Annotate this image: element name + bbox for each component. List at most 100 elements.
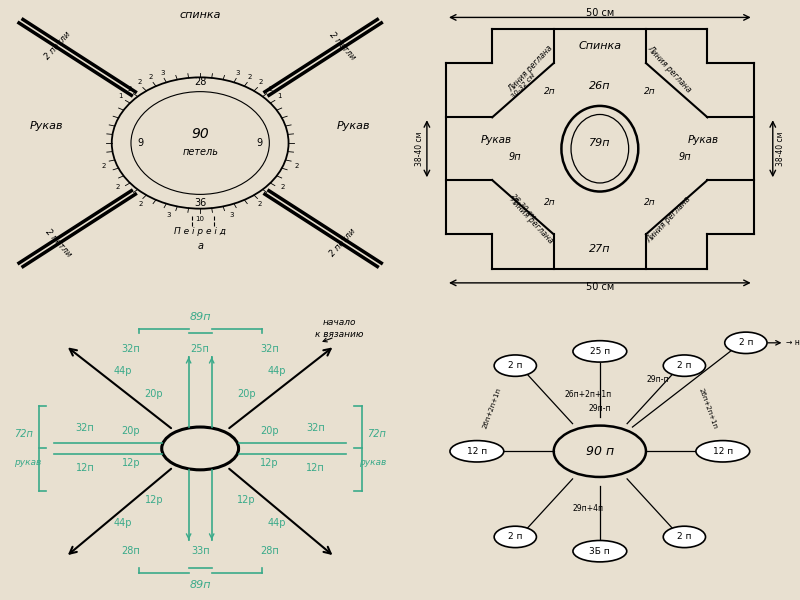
Text: 1: 1 xyxy=(118,93,123,99)
Text: 2 п: 2 п xyxy=(508,361,522,370)
Text: 12 п: 12 п xyxy=(466,447,487,456)
Text: 79п: 79п xyxy=(589,138,610,148)
Ellipse shape xyxy=(450,440,504,462)
Text: 12р: 12р xyxy=(260,458,278,467)
Text: 90: 90 xyxy=(191,127,209,142)
Text: 2 п: 2 п xyxy=(677,532,692,541)
Text: 44р: 44р xyxy=(268,518,286,527)
Text: 32п: 32п xyxy=(122,344,140,353)
Text: 12 п: 12 п xyxy=(713,447,733,456)
Text: 50 см: 50 см xyxy=(586,8,614,18)
Text: 38-40 см: 38-40 см xyxy=(776,131,785,166)
Text: рукав: рукав xyxy=(14,458,41,467)
Text: 50 см: 50 см xyxy=(586,282,614,292)
Text: 2: 2 xyxy=(280,184,285,190)
Text: петель: петель xyxy=(182,146,218,157)
Text: 9: 9 xyxy=(257,138,262,148)
Text: 2: 2 xyxy=(149,74,153,80)
Text: 12п: 12п xyxy=(306,463,325,473)
Text: 2 п: 2 п xyxy=(508,532,522,541)
Text: Спинка: Спинка xyxy=(578,41,622,51)
Text: 9п: 9п xyxy=(678,152,690,162)
Text: 90 п: 90 п xyxy=(586,445,614,458)
Text: а: а xyxy=(197,241,203,251)
Text: 2: 2 xyxy=(269,86,273,92)
Text: 25 п: 25 п xyxy=(590,347,610,356)
Text: 2п: 2п xyxy=(644,199,656,208)
Text: 28: 28 xyxy=(194,77,206,86)
Text: 2: 2 xyxy=(127,86,132,92)
Text: рукав: рукав xyxy=(359,458,386,467)
Text: 2: 2 xyxy=(258,79,263,85)
Ellipse shape xyxy=(573,541,626,562)
Text: 12п: 12п xyxy=(75,463,94,473)
Ellipse shape xyxy=(663,526,706,548)
Text: 26п+2п+1п: 26п+2п+1п xyxy=(698,387,718,430)
Text: 2 петли: 2 петли xyxy=(327,30,357,62)
Text: 10: 10 xyxy=(196,215,205,221)
Text: 44р: 44р xyxy=(114,367,133,376)
Text: 3: 3 xyxy=(230,212,234,218)
Text: 30-32 см: 30-32 см xyxy=(510,72,536,100)
Text: 27п: 27п xyxy=(589,244,610,254)
Text: 28п: 28п xyxy=(122,546,140,556)
Text: 89п: 89п xyxy=(190,580,211,590)
Text: 2: 2 xyxy=(258,201,262,207)
Text: 2п: 2п xyxy=(644,87,656,96)
Text: 38-40 см: 38-40 см xyxy=(414,131,424,166)
Ellipse shape xyxy=(494,526,537,548)
Text: → начало вязания: → начало вязания xyxy=(786,338,800,347)
Text: 26п+2п+1п: 26п+2п+1п xyxy=(482,387,502,430)
Text: Линия реглана: Линия реглана xyxy=(645,44,693,94)
Text: 20р: 20р xyxy=(237,389,255,399)
Text: Рукав: Рукав xyxy=(30,121,63,131)
Text: к вязанию: к вязанию xyxy=(315,330,364,339)
Text: Линия реглана: Линия реглана xyxy=(645,195,693,245)
Text: 3: 3 xyxy=(161,70,165,76)
Text: Рукав: Рукав xyxy=(481,135,512,145)
Text: 44р: 44р xyxy=(114,518,133,527)
Text: 2: 2 xyxy=(138,79,142,85)
Text: 25п: 25п xyxy=(190,344,210,353)
Text: 2: 2 xyxy=(295,163,299,169)
Text: 9п: 9п xyxy=(509,152,522,162)
Text: 20р: 20р xyxy=(260,427,278,436)
Text: 2: 2 xyxy=(101,163,106,169)
Text: 3: 3 xyxy=(235,70,240,76)
Text: 2 п: 2 п xyxy=(677,361,692,370)
Text: 1: 1 xyxy=(278,93,282,99)
Text: 29п-п: 29п-п xyxy=(646,376,669,385)
Text: 2: 2 xyxy=(138,201,142,207)
Text: 32п: 32п xyxy=(260,344,278,353)
Text: 44р: 44р xyxy=(268,367,286,376)
Text: 2 петли: 2 петли xyxy=(327,227,357,259)
Text: 3: 3 xyxy=(166,212,171,218)
Ellipse shape xyxy=(494,355,537,376)
Text: П е і р е і д: П е і р е і д xyxy=(174,227,226,236)
Text: 36: 36 xyxy=(194,198,206,208)
Text: 2п: 2п xyxy=(544,199,556,208)
Text: 12р: 12р xyxy=(122,458,140,467)
Text: 3Б п: 3Б п xyxy=(590,547,610,556)
Text: спинка: спинка xyxy=(179,10,221,20)
Text: 33п: 33п xyxy=(191,546,210,556)
Text: 89п: 89п xyxy=(190,312,211,322)
Text: Рукав: Рукав xyxy=(688,135,719,145)
Ellipse shape xyxy=(696,440,750,462)
Text: 26п+2п+1п: 26п+2п+1п xyxy=(565,389,612,398)
Text: 2: 2 xyxy=(247,74,252,80)
Text: 28-30 см: 28-30 см xyxy=(510,192,536,220)
Ellipse shape xyxy=(725,332,767,353)
Text: Линия реглана: Линия реглана xyxy=(506,44,554,94)
Text: Рукав: Рукав xyxy=(337,121,370,131)
Text: 2 петли: 2 петли xyxy=(43,227,73,259)
Text: 32п: 32п xyxy=(75,424,94,433)
Text: 2п: 2п xyxy=(544,87,556,96)
Text: 20р: 20р xyxy=(122,427,140,436)
Text: 29п+4п: 29п+4п xyxy=(573,504,604,513)
Text: Линия реглана: Линия реглана xyxy=(506,195,554,245)
Text: 9: 9 xyxy=(138,138,144,148)
Text: 12р: 12р xyxy=(145,495,163,505)
Text: 2: 2 xyxy=(115,184,120,190)
Text: 29п-п: 29п-п xyxy=(589,404,611,413)
